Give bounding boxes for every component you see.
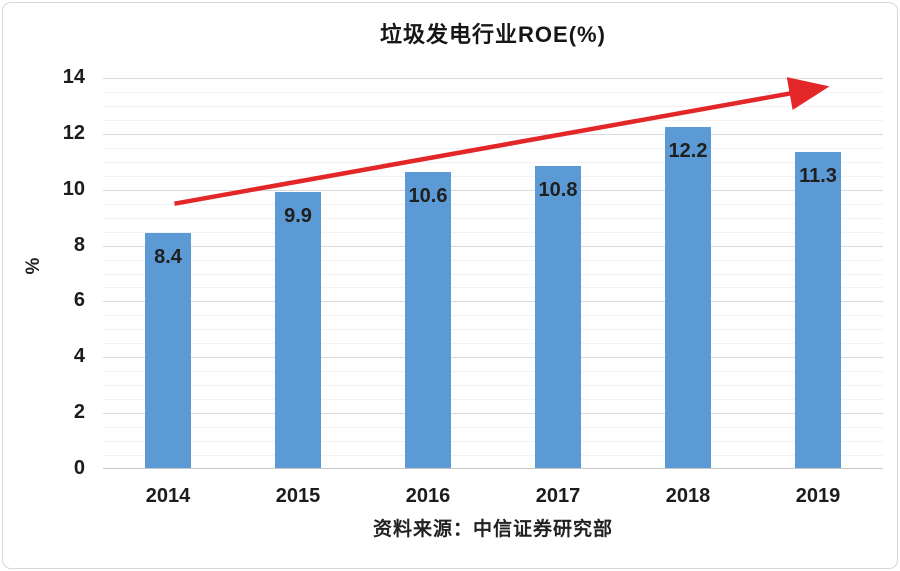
bar-2016 xyxy=(405,171,451,468)
gridline-minor xyxy=(103,147,883,149)
x-axis-line xyxy=(103,468,883,469)
gridline-minor xyxy=(103,259,883,261)
y-tick-label: 4 xyxy=(73,345,85,368)
gridline-minor xyxy=(103,385,883,387)
gridline-minor xyxy=(103,273,883,275)
x-tick-label: 2014 xyxy=(145,485,191,507)
y-tick-label: 2 xyxy=(73,401,85,424)
y-tick-label: 12 xyxy=(62,121,85,144)
gridline-minor xyxy=(103,455,883,457)
plot-area: 8.4 9.9 10.6 10.8 12.2 11.3 xyxy=(103,78,883,469)
gridline-minor xyxy=(103,161,883,163)
x-tick-label: 2017 xyxy=(535,485,581,507)
gridline-minor xyxy=(103,217,883,219)
source-note: 资料来源：中信证券研究部 xyxy=(372,519,613,540)
gridline-minor xyxy=(103,399,883,401)
bar-value-label: 11.3 xyxy=(799,165,837,188)
gridline-minor xyxy=(103,427,883,429)
gridline-major xyxy=(103,189,883,191)
bar-2017 xyxy=(535,166,581,468)
gridline-minor xyxy=(103,203,883,205)
x-tick-label: 2019 xyxy=(795,485,841,507)
gridline-minor xyxy=(103,231,883,233)
x-tick-label: 2015 xyxy=(275,485,321,507)
gridline-minor xyxy=(103,175,883,177)
x-tick-label: 2016 xyxy=(405,485,451,507)
y-tick-label: 0 xyxy=(73,457,85,479)
gridline-minor xyxy=(103,287,883,289)
gridline-minor xyxy=(103,441,883,443)
bar-value-label: 10.8 xyxy=(538,179,578,202)
gridline-minor xyxy=(103,329,883,331)
bar-value-label: 8.4 xyxy=(154,246,182,269)
gridline-major xyxy=(103,245,883,247)
bar-2019 xyxy=(795,152,841,468)
x-tick-label: 2018 xyxy=(665,485,711,507)
gridline-minor xyxy=(103,119,883,121)
gridline-minor xyxy=(103,343,883,345)
y-tick-label: 10 xyxy=(62,177,85,200)
gridline-major xyxy=(103,413,883,415)
chart-title: 垃圾发电行业ROE(%) xyxy=(380,22,606,47)
gridline-major xyxy=(103,78,883,79)
y-tick-label: 8 xyxy=(73,233,85,256)
gridline-major xyxy=(103,301,883,303)
bar-value-label: 10.6 xyxy=(408,184,448,207)
bar-value-label: 12.2 xyxy=(668,140,708,163)
bar-2014 xyxy=(145,233,191,468)
bar-value-label: 9.9 xyxy=(284,204,312,227)
bar-2015 xyxy=(275,191,321,468)
y-tick-label: 6 xyxy=(73,289,85,312)
bar-2018 xyxy=(665,127,711,468)
gridline-minor xyxy=(103,315,883,317)
gridline-minor xyxy=(103,371,883,373)
gridline-minor xyxy=(103,91,883,93)
gridline-major xyxy=(103,357,883,359)
gridline-major xyxy=(103,133,883,135)
y-tick-label: 14 xyxy=(62,66,85,88)
gridline-minor xyxy=(103,105,883,107)
